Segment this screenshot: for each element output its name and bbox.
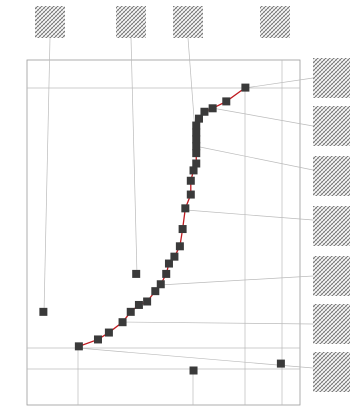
point — [241, 84, 249, 92]
point — [209, 104, 217, 112]
point — [192, 142, 200, 150]
point — [187, 191, 195, 199]
point — [94, 335, 102, 343]
point — [39, 308, 47, 316]
point — [132, 270, 140, 278]
frame — [27, 60, 300, 405]
point — [277, 360, 285, 368]
point — [170, 253, 178, 261]
thumbnail — [313, 58, 350, 98]
point — [190, 166, 198, 174]
thumbnail — [313, 256, 350, 296]
point — [195, 115, 203, 123]
point — [200, 108, 208, 116]
fit-line — [79, 88, 246, 347]
point — [192, 122, 200, 130]
thumbnail — [260, 6, 290, 38]
point — [157, 280, 165, 288]
point — [176, 242, 184, 250]
point — [190, 367, 198, 375]
point — [143, 298, 151, 306]
point — [127, 308, 135, 316]
thumbnails — [35, 6, 350, 392]
thumbnail — [116, 6, 146, 38]
point — [75, 342, 83, 350]
point — [222, 97, 230, 105]
thumbnail — [313, 156, 350, 196]
point — [192, 149, 200, 157]
point — [151, 287, 159, 295]
point — [135, 301, 143, 309]
point — [165, 260, 173, 268]
thumbnail — [313, 206, 350, 246]
thumbnail — [35, 6, 65, 38]
thumbnail — [173, 6, 203, 38]
point — [105, 329, 113, 337]
point — [187, 177, 195, 185]
point — [162, 270, 170, 278]
point — [192, 160, 200, 168]
point — [192, 128, 200, 136]
thumbnail — [313, 106, 350, 146]
point — [179, 225, 187, 233]
chart — [0, 0, 350, 418]
thumbnail — [313, 352, 350, 392]
point — [192, 135, 200, 143]
point — [181, 204, 189, 212]
point — [119, 318, 127, 326]
thumbnail — [313, 304, 350, 344]
